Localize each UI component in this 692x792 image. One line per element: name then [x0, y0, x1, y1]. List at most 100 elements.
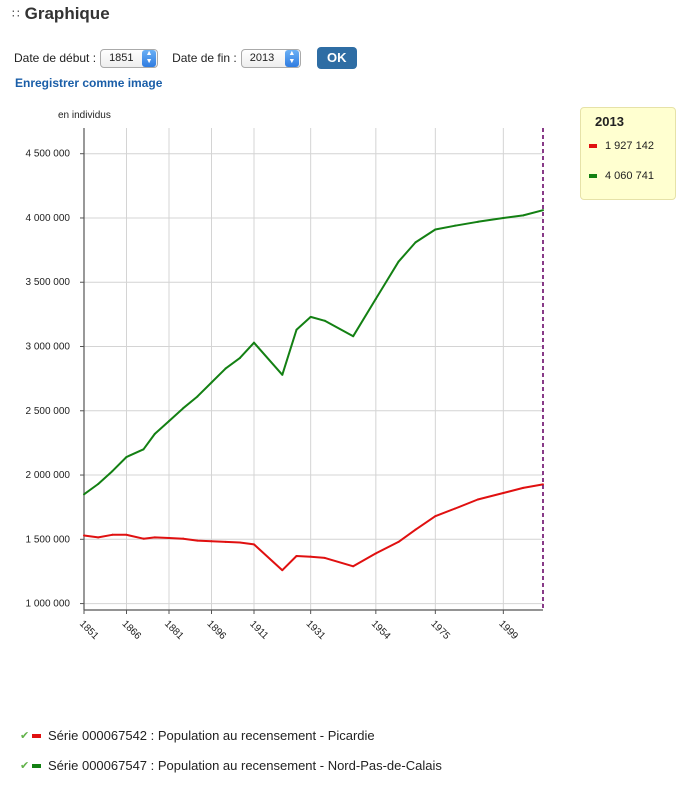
- section-header: ∷ Graphique: [12, 4, 110, 24]
- series-line-npdc: [83, 209, 544, 496]
- chart-ticks: 1 000 000 1 500 000 2 000 000 2 500 000 3 00…: [26, 149, 521, 643]
- data-point-picardie: [434, 515, 437, 518]
- data-point-npdc: [434, 228, 437, 231]
- stepper-arrows-icon: ▲ ▼: [284, 49, 299, 67]
- data-point-picardie: [83, 534, 85, 537]
- data-point-picardie: [309, 555, 312, 558]
- data-point-picardie: [476, 498, 479, 501]
- series-legend-item[interactable]: ✔ Série 000067542 : Population au recens…: [20, 728, 375, 743]
- data-point-npdc: [414, 241, 417, 244]
- data-point-npdc: [542, 209, 544, 212]
- data-point-npdc: [309, 315, 312, 318]
- x-tick-label: 1881: [162, 618, 186, 642]
- date-controls: Date de début : 1851 ▲ ▼ Date de fin : 20…: [14, 47, 357, 69]
- data-point-picardie: [196, 539, 199, 542]
- data-point-npdc: [224, 367, 227, 370]
- data-point-picardie: [295, 555, 298, 558]
- data-point-npdc: [253, 341, 255, 344]
- series-line-picardie: [83, 483, 544, 572]
- y-tick-label: 4 500 000: [26, 149, 71, 160]
- data-point-picardie: [414, 528, 417, 531]
- x-tick-label: 1975: [428, 618, 452, 642]
- end-date-select[interactable]: 2013 ▲ ▼: [240, 48, 301, 68]
- end-date-label: Date de fin :: [172, 51, 237, 65]
- x-tick-label: 1866: [120, 618, 144, 642]
- series-legend-label: Série 000067547 : Population au recensem…: [48, 758, 442, 773]
- x-tick-label: 1896: [205, 618, 229, 642]
- tooltip-value-npdc: 4 060 741: [605, 170, 654, 182]
- data-point-picardie: [397, 540, 400, 543]
- data-point-npdc: [83, 493, 85, 496]
- tooltip-row-picardie: 1 927 142: [589, 140, 654, 152]
- data-point-picardie: [323, 556, 326, 559]
- data-point-npdc: [502, 216, 505, 219]
- ok-button[interactable]: OK: [316, 47, 357, 69]
- y-tick-label: 3 500 000: [26, 277, 71, 288]
- data-point-npdc: [454, 224, 457, 227]
- data-point-npdc: [295, 328, 298, 331]
- data-point-picardie: [111, 533, 114, 536]
- data-point-picardie: [97, 536, 100, 539]
- data-point-picardie: [238, 541, 241, 544]
- data-point-npdc: [182, 407, 185, 410]
- data-point-picardie: [454, 507, 457, 510]
- npdc-legend-swatch: [32, 763, 41, 768]
- tooltip-year: 2013: [595, 114, 624, 129]
- section-title: Graphique: [24, 4, 110, 23]
- data-point-npdc: [281, 373, 284, 376]
- data-point-picardie: [374, 552, 377, 555]
- data-point-npdc: [210, 381, 213, 384]
- start-date-label: Date de début :: [14, 51, 97, 65]
- grip-icon[interactable]: ∷: [12, 7, 20, 21]
- data-point-npdc: [196, 395, 199, 398]
- data-point-npdc: [238, 357, 241, 360]
- data-point-npdc: [397, 260, 400, 263]
- data-point-npdc: [374, 297, 377, 300]
- data-point-npdc: [522, 214, 525, 217]
- picardie-legend-swatch: [32, 733, 41, 738]
- chart-axes: [83, 128, 543, 611]
- series-legend-item[interactable]: ✔ Série 000067547 : Population au recens…: [20, 758, 442, 773]
- x-tick-label: 1851: [77, 618, 101, 642]
- tooltip-value-picardie: 1 927 142: [605, 140, 654, 152]
- y-tick-label: 4 000 000: [26, 213, 71, 224]
- data-point-npdc: [97, 483, 100, 486]
- save-as-image-link[interactable]: Enregistrer comme image: [15, 76, 163, 90]
- end-date-value: 2013: [249, 52, 275, 64]
- x-tick-label: 1931: [304, 618, 328, 642]
- y-tick-label: 3 000 000: [26, 342, 71, 353]
- population-chart: 1 000 000 1 500 000 2 000 000 2 500 000 3 00…: [26, 128, 544, 643]
- checkmark-icon[interactable]: ✔: [20, 760, 30, 772]
- data-point-picardie: [522, 486, 525, 489]
- y-tick-label: 1 000 000: [26, 599, 71, 610]
- data-point-npdc: [352, 335, 355, 338]
- series-legend-label: Série 000067542 : Population au recensem…: [48, 728, 375, 743]
- data-point-npdc: [168, 420, 170, 423]
- data-point-picardie: [142, 537, 145, 540]
- data-point-picardie: [125, 533, 128, 536]
- data-point-picardie: [352, 565, 355, 568]
- npdc-swatch: [589, 174, 597, 178]
- checkmark-icon[interactable]: ✔: [20, 730, 30, 742]
- data-point-picardie: [168, 537, 170, 540]
- y-axis-unit-label: en individus: [58, 110, 111, 121]
- data-point-npdc: [476, 220, 479, 223]
- y-tick-label: 2 000 000: [26, 470, 71, 481]
- tooltip-row-npdc: 4 060 741: [589, 170, 654, 182]
- data-point-picardie: [281, 569, 284, 572]
- stepper-arrows-icon: ▲ ▼: [142, 49, 157, 67]
- data-point-npdc: [111, 470, 114, 473]
- tooltip-box: 2013 1 927 142 4 060 741: [580, 107, 676, 200]
- data-point-picardie: [542, 483, 544, 486]
- chart-series: [83, 209, 544, 572]
- picardie-swatch: [589, 144, 597, 148]
- data-point-picardie: [182, 537, 185, 540]
- x-tick-label: 1911: [247, 619, 270, 642]
- data-point-npdc: [153, 432, 156, 435]
- data-point-npdc: [142, 448, 145, 451]
- data-point-picardie: [502, 492, 505, 495]
- data-point-npdc: [323, 319, 326, 322]
- data-point-npdc: [125, 456, 128, 459]
- data-point-picardie: [153, 536, 156, 539]
- start-date-select[interactable]: 1851 ▲ ▼: [100, 48, 159, 68]
